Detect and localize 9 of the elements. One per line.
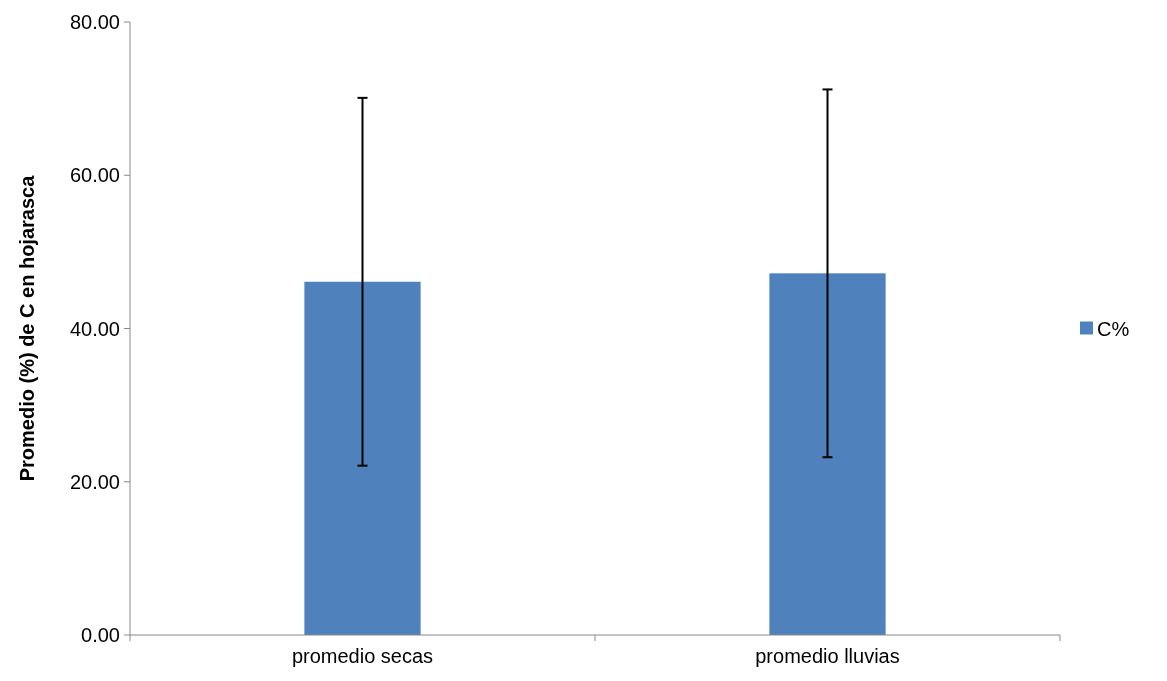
x-tick-label: promedio lluvias	[755, 645, 900, 667]
y-tick-label: 80.00	[69, 11, 120, 33]
y-tick-label: 20.00	[69, 470, 120, 493]
legend-label: C%	[1097, 317, 1130, 340]
y-tick-label: 0.00	[81, 624, 120, 646]
x-tick-label: promedio secas	[291, 645, 434, 667]
y-axis-title: Promedio (%) de C en hojarasca	[16, 174, 38, 482]
y-tick-label: 60.00	[69, 164, 120, 187]
y-tick-label: 40.00	[69, 317, 120, 340]
